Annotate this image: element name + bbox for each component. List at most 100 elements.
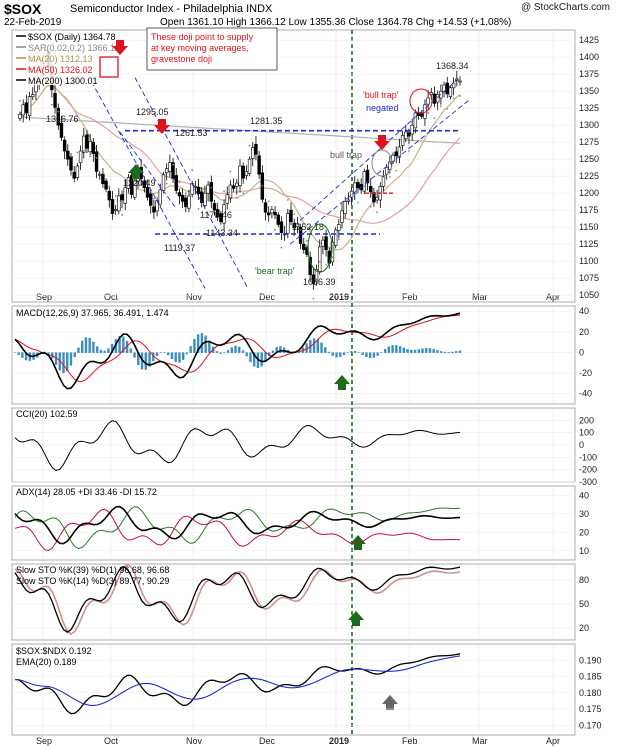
macd-histogram-bar: [380, 352, 383, 353]
minus-di-line: [14, 508, 460, 552]
candle-body: [88, 141, 92, 153]
doji-highlight-box: [99, 56, 119, 78]
candle-body: [369, 186, 373, 193]
indicator-tick-label: 20: [579, 527, 589, 537]
candle-body: [448, 87, 453, 97]
candle-body: [407, 132, 411, 137]
legend-entry: MA(20) 1312.13: [28, 54, 93, 64]
macd-histogram-bar: [312, 338, 316, 353]
candle-body: [72, 171, 76, 179]
x-axis-label: Nov: [186, 292, 203, 302]
sar-dot: [101, 169, 104, 171]
macd-histogram-bar: [24, 352, 28, 361]
candle-body: [18, 114, 22, 119]
candle-body: [349, 190, 354, 198]
sar-dot: [267, 200, 270, 203]
indicator-tick-label: 50: [579, 599, 589, 609]
macd-histogram-bar: [122, 336, 125, 353]
indicator-tick-label: 0: [579, 347, 584, 357]
macd-histogram-bar: [118, 336, 121, 353]
candle-body: [21, 104, 25, 116]
sar-dot: [261, 184, 264, 187]
macd-histogram-bar: [107, 348, 110, 353]
candle-body: [231, 185, 236, 189]
macd-histogram-bar: [62, 352, 65, 373]
candle-body: [75, 165, 80, 178]
price-label: 1220.49: [123, 178, 156, 188]
candle-body: [203, 192, 207, 206]
macd-histogram-bar: [84, 337, 88, 353]
macd-histogram-bar: [47, 352, 50, 354]
price-label: 1143.34: [206, 228, 238, 238]
macd-histogram-bar: [99, 349, 103, 353]
macd-histogram-bar: [331, 352, 334, 356]
candle-body: [365, 169, 370, 184]
x-axis-label: Mar: [472, 292, 488, 302]
x-axis-label: Dec: [259, 292, 276, 302]
sar-dot: [146, 182, 149, 185]
candle-body: [69, 156, 73, 171]
slow-sto-39-line: [14, 565, 461, 633]
doji-callout-text: These doji point to supply: [151, 32, 254, 42]
candle-body: [413, 112, 418, 129]
candle-body: [302, 243, 306, 250]
price-tick-label: 1425: [579, 35, 599, 45]
indicator-tick-label: -40: [579, 389, 592, 399]
candle-body: [244, 171, 249, 176]
macd-histogram-bar: [163, 352, 166, 353]
indicator-tick-label: 10: [579, 546, 589, 556]
candle-body: [381, 176, 386, 187]
sar-dot: [357, 201, 359, 204]
macd-histogram-bar: [368, 352, 372, 359]
candle-body: [145, 186, 150, 198]
indicator-tick-label: 100: [579, 428, 594, 438]
candle-body: [85, 134, 89, 149]
candle-body: [340, 210, 344, 223]
macd-histogram-bar: [241, 350, 245, 353]
price-label: 1066.39: [303, 277, 336, 287]
indicator-tick-label: -100: [579, 452, 597, 462]
candle-body: [295, 223, 300, 227]
macd-histogram-bar: [88, 338, 91, 353]
macd-histogram-bar: [137, 352, 140, 366]
sar-dot: [312, 297, 315, 300]
price-tick-label: 1400: [579, 52, 599, 62]
sar-dot: [280, 246, 283, 249]
price-label: 1152.18: [292, 222, 324, 232]
bull-trap-label: bull trap: [330, 150, 362, 160]
candle-body: [375, 196, 379, 201]
x-axis-label: Apr: [546, 736, 560, 746]
price-tick-label: 1375: [579, 69, 599, 79]
macd-histogram-bar: [238, 346, 241, 353]
macd-histogram-bar: [305, 343, 308, 353]
sar-dot: [248, 144, 251, 147]
candle-body: [292, 222, 296, 229]
macd-histogram-bar: [204, 335, 207, 353]
macd-line: [14, 312, 461, 390]
candle-body: [113, 209, 118, 211]
candle-body: [212, 203, 217, 211]
watermark: @ StockCharts.com: [520, 2, 610, 13]
gray-up-arrow: [382, 695, 398, 710]
sar-dot: [57, 110, 60, 113]
chart-header: $SOX Semiconductor Index - Philadelphia …: [0, 0, 620, 30]
macd-histogram-bar: [226, 350, 230, 353]
candle-body: [314, 269, 319, 282]
price-tick-label: 1275: [579, 137, 599, 147]
macd-histogram-bar: [361, 352, 364, 355]
price-tick-label: 1125: [579, 239, 598, 249]
sar-dot: [70, 155, 72, 158]
macd-histogram-bar: [376, 352, 379, 356]
sar-dot: [216, 202, 219, 205]
macd-histogram-bar: [230, 347, 233, 353]
macd-histogram-bar: [92, 341, 95, 353]
indicator-tick-label: 40: [579, 306, 589, 316]
candle-body: [142, 180, 147, 189]
sar-dot: [369, 205, 372, 208]
indicator-tick-label: 20: [579, 623, 589, 633]
macd-histogram-bar: [342, 352, 346, 356]
candle-body: [196, 186, 201, 195]
candle-body: [273, 211, 277, 216]
sar-dot: [306, 239, 308, 242]
macd-histogram-bar: [219, 352, 222, 354]
